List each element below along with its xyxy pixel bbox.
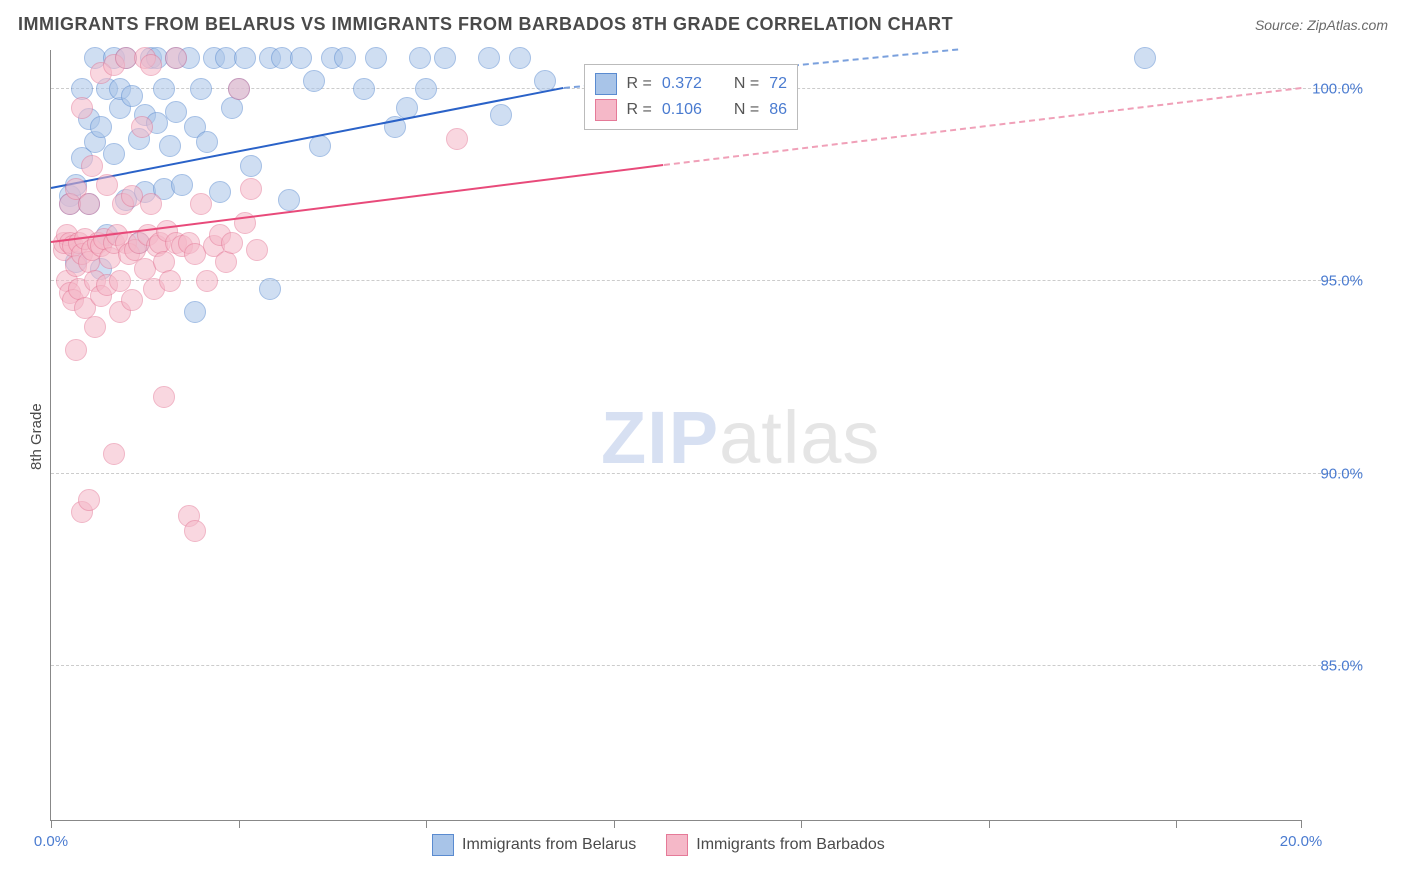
n-value: 86 (769, 101, 787, 119)
r-label: R = (627, 101, 652, 119)
correlation-row-barbados: R = 0.106 N = 86 (595, 97, 788, 123)
data-point-barbados (65, 339, 87, 361)
data-point-belarus (290, 47, 312, 69)
watermark: ZIPatlas (601, 395, 880, 480)
data-point-belarus (490, 104, 512, 126)
series-swatch (595, 73, 617, 95)
data-point-barbados (71, 97, 93, 119)
data-point-barbados (221, 232, 243, 254)
correlation-row-belarus: R = 0.372 N = 72 (595, 71, 788, 97)
data-point-barbados (446, 128, 468, 150)
data-point-belarus (303, 70, 325, 92)
data-point-barbados (228, 78, 250, 100)
data-point-barbados (140, 54, 162, 76)
data-point-barbados (159, 270, 181, 292)
data-point-belarus (153, 78, 175, 100)
data-point-barbados (121, 289, 143, 311)
x-tick (239, 820, 240, 828)
data-point-belarus (478, 47, 500, 69)
data-point-belarus (196, 131, 218, 153)
gridline-h (51, 280, 1361, 281)
data-point-barbados (78, 193, 100, 215)
data-point-barbados (190, 193, 212, 215)
correlation-box: R = 0.372 N = 72 R = 0.106 N = 86 (584, 64, 799, 130)
r-value: 0.106 (662, 101, 702, 119)
legend-label: Immigrants from Belarus (462, 836, 636, 854)
data-point-barbados (240, 178, 262, 200)
data-point-barbados (78, 489, 100, 511)
data-point-barbados (96, 174, 118, 196)
data-point-belarus (221, 97, 243, 119)
y-tick-label: 90.0% (1308, 465, 1363, 482)
data-point-barbados (196, 270, 218, 292)
x-tick (426, 820, 427, 828)
data-point-barbados (165, 47, 187, 69)
data-point-belarus (278, 189, 300, 211)
data-point-belarus (234, 47, 256, 69)
r-value: 0.372 (662, 75, 702, 93)
n-value: 72 (769, 75, 787, 93)
data-point-belarus (365, 47, 387, 69)
x-tick-label: 0.0% (34, 833, 68, 850)
data-point-belarus (190, 78, 212, 100)
x-tick (989, 820, 990, 828)
data-point-belarus (259, 278, 281, 300)
data-point-belarus (240, 155, 262, 177)
data-point-barbados (84, 316, 106, 338)
data-point-belarus (415, 78, 437, 100)
x-tick-label: 20.0% (1280, 833, 1323, 850)
y-axis-title: 8th Grade (28, 403, 45, 470)
legend-item-barbados: Immigrants from Barbados (666, 834, 885, 856)
data-point-barbados (184, 520, 206, 542)
series-swatch (595, 99, 617, 121)
legend-swatch (432, 834, 454, 856)
n-label: N = (734, 75, 759, 93)
legend-swatch (666, 834, 688, 856)
y-tick-label: 85.0% (1308, 658, 1363, 675)
legend-label: Immigrants from Barbados (696, 836, 885, 854)
data-point-belarus (409, 47, 431, 69)
chart-title: IMMIGRANTS FROM BELARUS VS IMMIGRANTS FR… (18, 14, 953, 35)
data-point-belarus (184, 301, 206, 323)
r-label: R = (627, 75, 652, 93)
gridline-h (51, 665, 1361, 666)
data-point-barbados (81, 155, 103, 177)
x-tick (801, 820, 802, 828)
legend: Immigrants from Belarus Immigrants from B… (432, 834, 885, 856)
y-tick-label: 95.0% (1308, 273, 1363, 290)
data-point-belarus (353, 78, 375, 100)
data-point-barbados (109, 270, 131, 292)
chart-plot-area: 85.0%90.0%95.0%100.0%0.0%20.0%ZIPatlasR … (50, 50, 1301, 821)
x-tick (614, 820, 615, 828)
data-point-barbados (215, 251, 237, 273)
data-point-barbados (246, 239, 268, 261)
n-label: N = (734, 101, 759, 119)
data-point-barbados (131, 116, 153, 138)
data-point-belarus (1134, 47, 1156, 69)
data-point-belarus (165, 101, 187, 123)
data-point-belarus (90, 116, 112, 138)
x-tick (51, 820, 52, 828)
x-tick (1301, 820, 1302, 828)
source-credit: Source: ZipAtlas.com (1255, 17, 1388, 33)
data-point-barbados (103, 443, 125, 465)
data-point-belarus (103, 143, 125, 165)
data-point-barbados (153, 386, 175, 408)
data-point-belarus (209, 181, 231, 203)
header-bar: IMMIGRANTS FROM BELARUS VS IMMIGRANTS FR… (18, 14, 1388, 35)
legend-item-belarus: Immigrants from Belarus (432, 834, 636, 856)
data-point-belarus (334, 47, 356, 69)
gridline-h (51, 473, 1361, 474)
y-tick-label: 100.0% (1308, 80, 1363, 97)
x-tick (1176, 820, 1177, 828)
data-point-belarus (309, 135, 331, 157)
data-point-belarus (159, 135, 181, 157)
data-point-belarus (434, 47, 456, 69)
data-point-belarus (509, 47, 531, 69)
data-point-barbados (140, 193, 162, 215)
data-point-belarus (171, 174, 193, 196)
data-point-belarus (121, 85, 143, 107)
